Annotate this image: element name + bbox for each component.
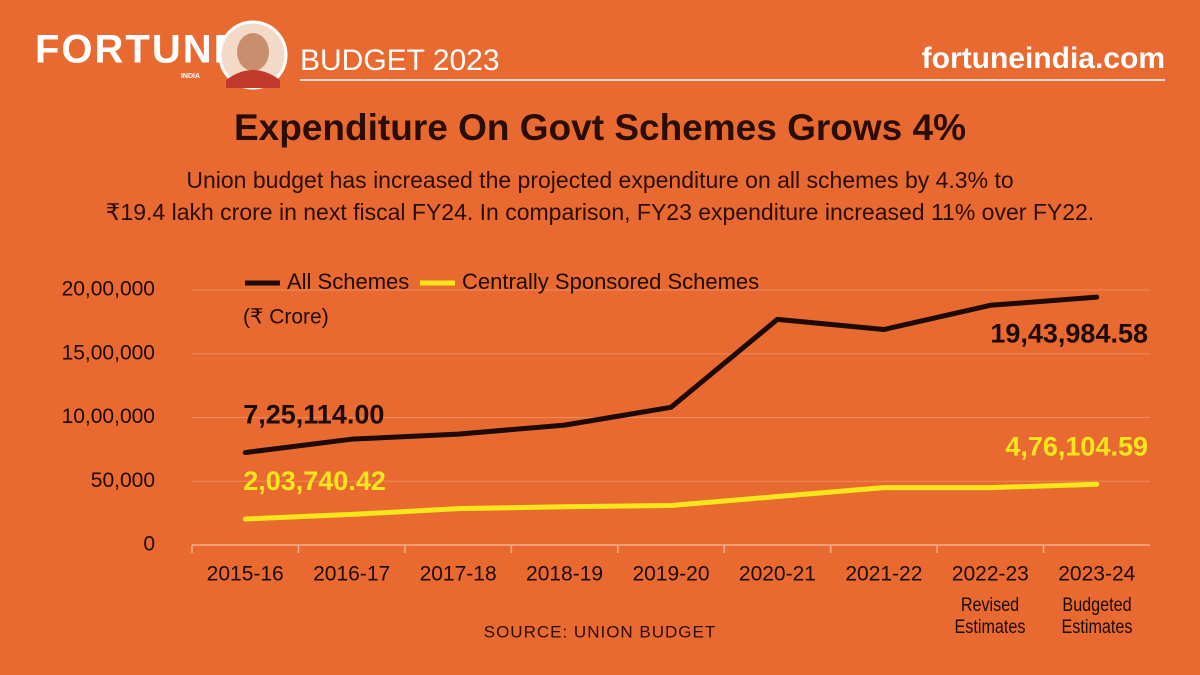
portrait-face: [237, 33, 269, 71]
x-tick-label: 2020-21: [739, 563, 816, 586]
unit-label: (₹ Crore): [243, 306, 329, 329]
x-tick-label: 2019-20: [632, 563, 709, 586]
x-tick-label: 2018-19: [526, 563, 603, 586]
y-tick-label: 50,000: [91, 469, 155, 492]
category-note: Budgeted Estimates: [1061, 595, 1133, 638]
brand: FORTUNE: [35, 28, 242, 72]
x-tick-label: 2016-17: [313, 563, 390, 586]
x-tick-label: 2022-23: [952, 563, 1029, 586]
y-tick-label: 20,00,000: [62, 278, 155, 301]
subtitle-line: Union budget has increased the projected…: [186, 167, 1013, 193]
portrait-saree: [226, 70, 280, 88]
x-tick-label: 2021-22: [845, 563, 922, 586]
x-tick-label: 2015-16: [207, 563, 284, 586]
source: SOURCE: UNION BUDGET: [484, 622, 717, 641]
y-tick-label: 0: [143, 533, 155, 556]
y-tick-label: 10,00,000: [62, 405, 155, 428]
legend-label: Centrally Sponsored Schemes: [462, 269, 759, 294]
legend-label: All Schemes: [287, 269, 409, 294]
value-label: 7,25,114.00: [243, 400, 384, 430]
series-line: [242, 294, 1100, 456]
x-tick-label: 2017-18: [420, 563, 497, 586]
section: BUDGET 2023: [300, 44, 500, 77]
value-label: 2,03,740.42: [243, 466, 386, 496]
category-note: Revised Estimates: [954, 595, 1026, 638]
y-tick-label: 15,00,000: [62, 341, 155, 364]
value-label: 4,76,104.59: [1005, 431, 1148, 461]
value-label: 19,43,984.58: [990, 318, 1148, 348]
site: fortuneindia.com: [922, 42, 1165, 75]
series-line: [242, 481, 1100, 522]
subtitle-line: ₹19.4 lakh crore in next fiscal FY24. In…: [106, 199, 1094, 225]
x-tick-label: 2023-24: [1058, 563, 1135, 586]
chart-title: Expenditure On Govt Schemes Grows 4%: [234, 107, 966, 148]
brand-sub: INDIA: [181, 73, 200, 80]
